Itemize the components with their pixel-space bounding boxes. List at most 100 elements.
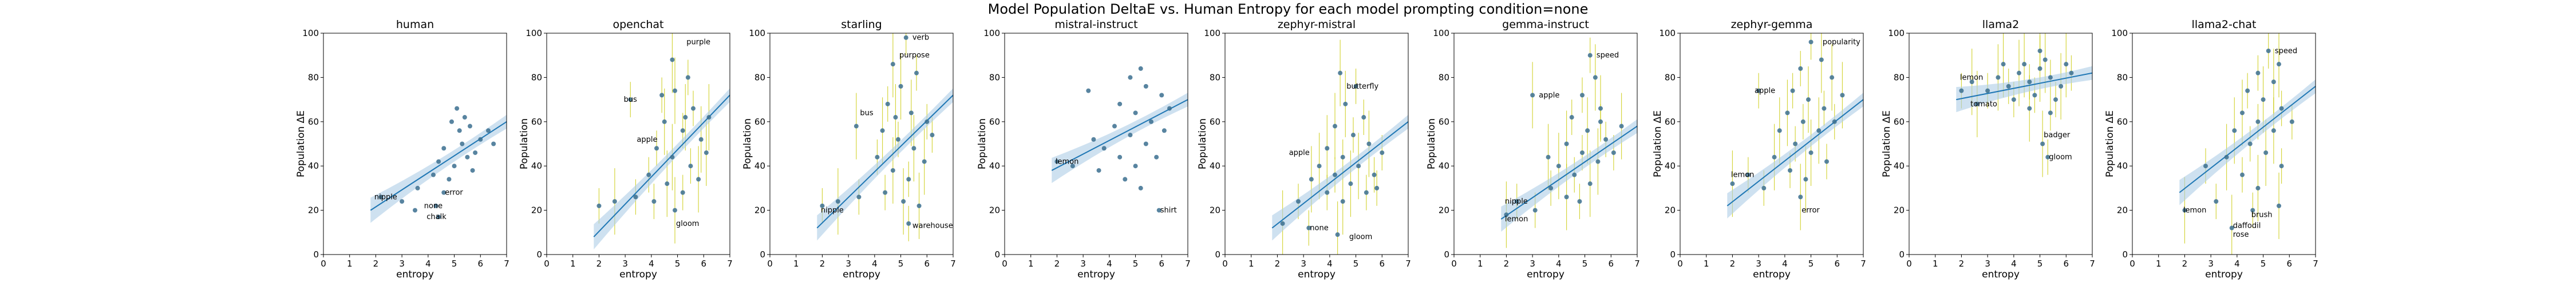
data-point — [1149, 119, 1153, 124]
x-tick-label: 0 — [1906, 259, 1912, 269]
x-tick-label: 2 — [1959, 259, 1965, 269]
data-point — [2271, 80, 2276, 85]
chart-panel: lemon shirt 0 1 2 3 4 5 6 7 0 20 40 60 80 100 mistral-in… — [977, 18, 1191, 280]
x-tick-label: 7 — [1634, 259, 1640, 269]
y-tick-label: 80 — [989, 72, 1000, 82]
y-tick-label: 20 — [989, 205, 1000, 216]
data-point — [1985, 88, 1990, 93]
data-point — [1161, 128, 1167, 133]
x-tick-label: 4 — [1556, 259, 1562, 269]
data-point — [1112, 124, 1117, 129]
data-point — [491, 141, 496, 146]
regression-line — [1726, 99, 1864, 206]
data-point — [2001, 62, 2006, 67]
data-point — [1530, 93, 1535, 98]
y-tick-label: 60 — [1439, 117, 1449, 127]
data-point — [2037, 48, 2042, 53]
y-axis-label: Population ΔE — [1881, 110, 1893, 177]
data-point — [433, 203, 438, 208]
point-label: apple — [1289, 149, 1310, 157]
data-point — [680, 128, 685, 133]
y-tick-label: 20 — [2117, 205, 2128, 216]
data-point — [2266, 48, 2271, 53]
data-point — [1830, 75, 1835, 80]
data-point — [2032, 93, 2037, 98]
y-axis-label: Population — [977, 118, 988, 169]
x-tick-label: 2 — [1504, 259, 1510, 269]
data-point — [1611, 150, 1616, 155]
data-point — [1123, 177, 1128, 182]
data-point — [856, 194, 862, 200]
point-label: none — [424, 202, 442, 210]
data-point — [906, 221, 911, 226]
point-label: lemon — [2183, 206, 2206, 215]
data-point — [1974, 101, 1980, 106]
data-point — [688, 164, 693, 169]
data-point — [683, 115, 688, 120]
point-label: brush — [2251, 210, 2273, 219]
data-point — [1514, 199, 1519, 204]
data-point — [1564, 194, 1569, 200]
y-tick-label: 100 — [2111, 28, 2128, 38]
x-tick-label: 3 — [2208, 259, 2214, 269]
data-point — [1372, 172, 1377, 177]
confidence-band — [594, 88, 730, 250]
x-tick-label: 7 — [2089, 259, 2095, 269]
data-point — [460, 141, 465, 146]
y-tick-label: 40 — [1894, 161, 1905, 171]
x-axis-label: entropy — [1527, 269, 1564, 280]
data-point — [914, 70, 919, 76]
x-tick-label: 1 — [1028, 259, 1034, 269]
point-label: gloom — [2049, 153, 2072, 162]
y-tick-label: 20 — [1894, 205, 1905, 216]
regression-line — [370, 121, 507, 211]
y-tick-label: 100 — [1204, 28, 1220, 38]
data-point — [1806, 97, 1811, 102]
y-tick-label: 60 — [2117, 117, 2128, 127]
data-point — [1996, 75, 2001, 80]
x-axis-label: entropy — [619, 269, 657, 280]
data-point — [465, 154, 470, 160]
y-tick-label: 20 — [1665, 205, 1676, 216]
data-point — [1128, 75, 1133, 80]
panel-title: gemma-instruct — [1502, 18, 1589, 31]
data-point — [924, 119, 930, 124]
data-point — [1593, 75, 1598, 80]
data-point — [1343, 101, 1348, 106]
data-point — [1054, 159, 1060, 164]
x-tick-label: 3 — [399, 259, 405, 269]
point-label: warehouse — [912, 222, 953, 231]
x-tick-label: 2 — [1730, 259, 1736, 269]
data-point — [685, 75, 690, 80]
data-point — [1340, 199, 1345, 204]
data-point — [1585, 128, 1590, 133]
data-point — [1364, 190, 1369, 195]
point-label: lemon — [1960, 73, 1983, 82]
data-point — [1333, 172, 1337, 177]
data-point — [2048, 75, 2053, 80]
y-tick-label: 80 — [1439, 72, 1449, 82]
data-point — [1159, 93, 1164, 98]
data-point — [1564, 141, 1569, 146]
y-tick-label: 0 — [536, 249, 542, 260]
x-tick-label: 5 — [452, 259, 457, 269]
x-tick-label: 1 — [347, 259, 353, 269]
data-point — [670, 154, 675, 160]
data-point — [1577, 199, 1582, 204]
data-point — [1353, 84, 1358, 89]
x-tick-label: 5 — [2261, 259, 2266, 269]
data-point — [2027, 80, 2032, 85]
data-point — [885, 101, 890, 106]
x-tick-label: 2 — [1275, 259, 1281, 269]
x-tick-label: 6 — [1380, 259, 1385, 269]
regression-line — [1051, 99, 1188, 171]
regression-line — [2179, 86, 2316, 193]
data-point — [880, 128, 885, 133]
data-point — [680, 190, 685, 195]
x-tick-label: 0 — [2129, 259, 2135, 269]
data-point — [415, 185, 420, 190]
x-tick-label: 6 — [478, 259, 484, 269]
x-tick-label: 2 — [820, 259, 825, 269]
point-label: tomato — [1970, 100, 1997, 109]
